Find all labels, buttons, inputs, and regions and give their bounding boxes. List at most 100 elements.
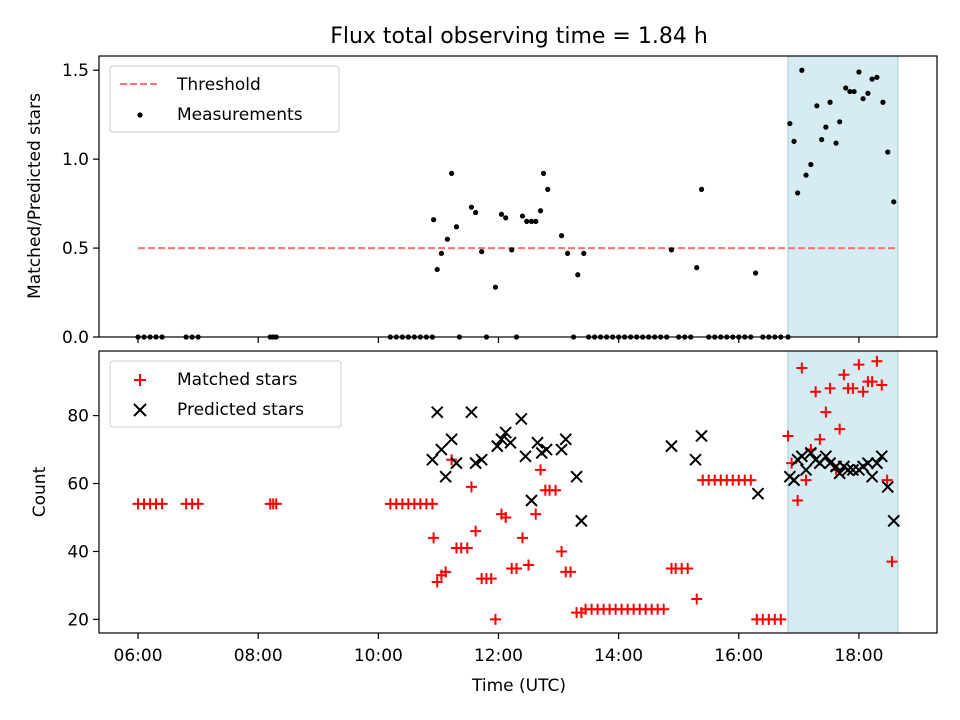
matched-star-point [530, 508, 542, 520]
predicted-star-point [689, 453, 702, 466]
measurement-point [791, 138, 797, 144]
measurement-point [694, 265, 700, 271]
legend-threshold-label: Threshold [176, 75, 261, 95]
predicted-star-point [861, 456, 875, 470]
predicted-star-point [450, 456, 463, 470]
legend-matched-swatch [134, 374, 146, 386]
matched-star-point [838, 369, 850, 381]
chart-title: Flux total observing time = 1.84 h [330, 24, 708, 49]
measurement-point [869, 76, 875, 82]
predicted-star-point [787, 473, 801, 487]
top-panel: 0.0 0.5 1.0 1.5 Matched/Predicted stars Thr… [25, 55, 938, 348]
matched-star-point [465, 481, 477, 493]
legend-measurements-label: Measurements [177, 105, 303, 125]
matched-star-point [535, 464, 547, 476]
measurement-point [891, 199, 897, 205]
predicted-star-point [491, 439, 504, 453]
predicted-star-point [841, 463, 855, 477]
x-tick-label: 14:00 [594, 646, 643, 666]
highlight-span [787, 350, 899, 634]
measurement-point [449, 170, 455, 176]
predicted-star-point [751, 487, 765, 500]
matched-star-point [517, 532, 529, 544]
predicted-star-point [469, 456, 482, 470]
x-tick-label: 12:00 [474, 646, 523, 666]
matched-star-point [156, 498, 168, 510]
measurement-point [453, 224, 460, 230]
measurement-point [444, 236, 451, 242]
x-tick-label: 10:00 [354, 646, 403, 666]
predicted-star-point [439, 470, 452, 483]
measurement-point [473, 209, 479, 216]
measurement-point [558, 233, 565, 239]
predicted-star-point [695, 429, 708, 443]
measurement-point [819, 136, 825, 143]
matched-star-point [745, 474, 757, 486]
matched-star-point [461, 542, 473, 554]
predicted-star-point [445, 433, 458, 446]
predicted-star-point [870, 456, 884, 470]
matched-star-point [682, 562, 694, 574]
matched-star-point [886, 556, 898, 568]
matched-star-point [792, 494, 804, 506]
predicted-star-point [555, 443, 568, 456]
measurement-point [545, 186, 551, 192]
matched-star-point [847, 382, 859, 394]
measurement-point [787, 120, 793, 127]
measurement-point [537, 208, 544, 214]
matched-star-point [428, 532, 440, 544]
highlight-span [787, 55, 899, 338]
legend-predicted-swatch [133, 403, 147, 417]
measurement-point [519, 213, 526, 219]
measurement-point [528, 218, 535, 224]
matched-star-point [866, 376, 878, 388]
top-y-tick-label: 1.5 [62, 61, 89, 81]
predicted-star-point [799, 463, 813, 477]
measurement-point [509, 247, 515, 253]
measurement-point [847, 88, 853, 95]
measurement-point [492, 284, 499, 290]
predicted-star-point [804, 446, 818, 460]
measurement-point [799, 67, 805, 73]
bottom-y-axis-label: Count [30, 466, 50, 517]
measurement-point [833, 140, 839, 146]
predicted-star-point [495, 433, 508, 446]
predicted-star-point [430, 405, 444, 419]
bottom-y-tick-label: 40 [67, 542, 89, 562]
predicted-star-point [823, 456, 837, 470]
matched-star-point [820, 406, 832, 418]
predicted-star-point [475, 453, 488, 466]
predicted-star-point [665, 439, 678, 453]
predicted-star-point [559, 433, 572, 446]
measurement-point [668, 247, 675, 253]
legend-matched-label: Matched stars [177, 370, 297, 390]
measurement-point [874, 74, 880, 80]
measurement-point [698, 186, 705, 192]
matched-star-point [431, 576, 443, 588]
matched-star-point [470, 525, 482, 537]
bottom-panel: 20 40 60 80 06:00 08:00 10:00 12:00 14:00 16:00 1… [30, 350, 938, 696]
x-tick-label: 18:00 [834, 646, 883, 666]
measurement-point [880, 99, 886, 105]
matched-star-point [810, 386, 822, 398]
bottom-panel-frame [98, 350, 938, 634]
bottom-y-tick-label: 60 [67, 475, 89, 495]
predicted-star-point [540, 443, 553, 456]
matched-star-point [871, 355, 883, 367]
matched-star-point [500, 511, 512, 523]
matched-star-point [824, 382, 836, 394]
matched-star-point [881, 474, 893, 486]
predicted-star-point [426, 453, 439, 466]
measurement-point [575, 272, 581, 278]
bottom-y-tick-label: 80 [67, 407, 89, 427]
matched-star-point [775, 613, 787, 625]
matched-star-point [270, 498, 282, 510]
predicted-star-point [819, 450, 833, 463]
measurement-point [827, 99, 833, 105]
measurement-point [581, 250, 587, 257]
matched-star-point [440, 566, 452, 578]
predicted-star-point [570, 470, 583, 483]
legend-measurements-swatch [137, 112, 143, 118]
predicted-star-point [525, 494, 538, 507]
predicted-star-point [465, 405, 478, 419]
